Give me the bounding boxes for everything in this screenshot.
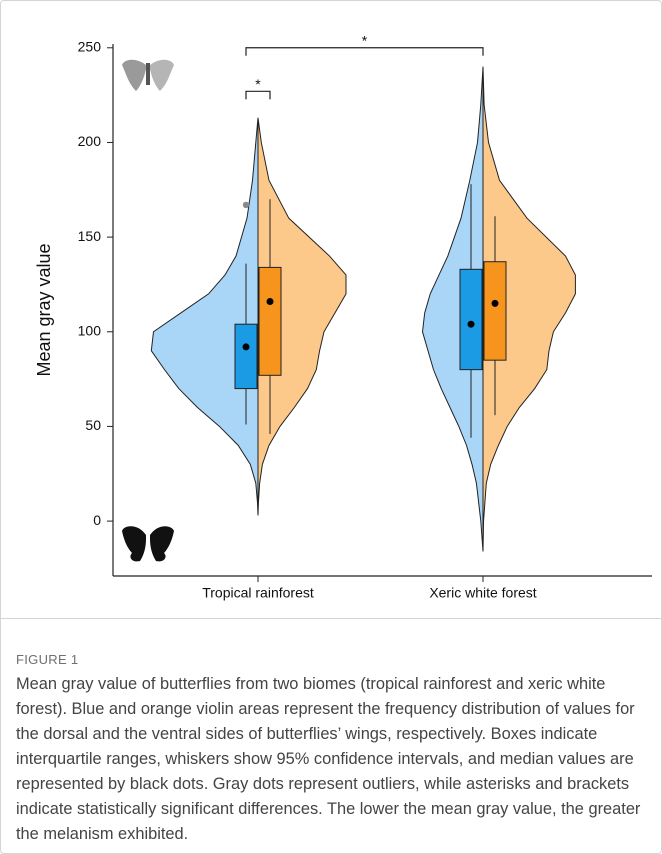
median-dot [492,300,499,307]
figure-caption: Mean gray value of butterflies from two … [16,672,652,847]
x-tick-label: Xeric white forest [429,585,536,601]
y-tick-label: 250 [78,38,102,54]
y-axis-label: Mean gray value [34,243,54,376]
y-tick-label: 200 [78,133,102,149]
divider [0,618,662,619]
y-tick-label: 150 [78,228,102,244]
outlier-dot [243,202,249,208]
box [484,262,506,360]
butterfly-dark-icon [122,526,174,561]
butterfly-light-icon [122,60,174,91]
figure-label: FIGURE 1 [16,652,78,667]
x-tick-label: Tropical rainforest [202,585,314,601]
median-dot [267,298,274,305]
box [460,269,482,369]
y-tick-label: 0 [93,512,101,528]
box [259,267,281,375]
chart: Mean gray value 0 50 100 150 200 250 Tropical … [0,0,662,615]
significance-label: * [362,32,368,48]
y-tick-label: 50 [85,417,101,433]
y-tick-label: 100 [78,322,102,338]
box [235,324,257,388]
violin-half [151,118,258,516]
significance-bracket [246,48,483,56]
median-dot [468,321,475,328]
significance-bracket [246,91,270,99]
significance-label: * [255,76,261,92]
median-dot [243,343,250,350]
